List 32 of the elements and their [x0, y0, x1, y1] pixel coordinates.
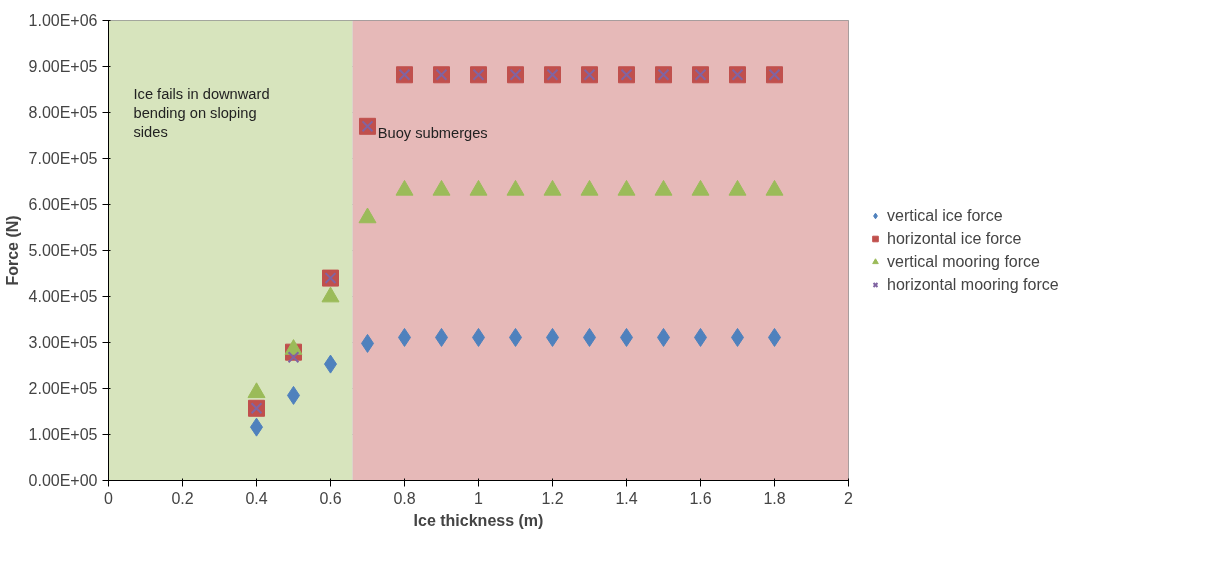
y-tick-label: 8.00E+05 [28, 104, 98, 121]
y-tick-label: 3.00E+05 [28, 334, 98, 351]
y-tick-label: 0.00E+00 [28, 472, 98, 489]
legend-label: vertical mooring force [887, 252, 1040, 271]
x-tick-label: 0.8 [393, 489, 416, 507]
x-tick-label: 0 [104, 489, 114, 507]
band-label: Ice fails in downward bending on sloping sides [133, 86, 270, 141]
point [247, 382, 266, 399]
y-tick-label: 9.00E+05 [28, 58, 98, 75]
x-tick-label: 0.6 [319, 489, 342, 507]
x-tick-label: 1.6 [689, 489, 712, 507]
x-tick-label: 1 [474, 489, 484, 507]
y-axis-title: Force (N) [3, 215, 21, 286]
y-tick-label: 2.00E+05 [28, 380, 98, 397]
y-tick-label: 5.00E+05 [28, 242, 98, 259]
x-tick-label: 1.2 [541, 489, 564, 507]
y-tick-label: 7.00E+05 [28, 150, 98, 167]
x-tick-label: 0.4 [245, 489, 268, 507]
y-tick-label: 1.00E+05 [28, 426, 98, 443]
x-tick-label: 1.4 [615, 489, 638, 507]
legend-label: horizontal ice force [887, 229, 1022, 248]
x-axis-title: Ice thickness (m) [413, 511, 544, 529]
x-tick-label: 0.2 [171, 489, 194, 507]
point [284, 339, 303, 355]
legend-label: vertical ice force [887, 206, 1003, 225]
y-tick-label: 1.00E+06 [28, 12, 98, 29]
band-label: Buoy submerges [377, 124, 488, 141]
legend-label: horizontal mooring force [887, 275, 1059, 294]
x-tick-label: 1.8 [763, 489, 786, 507]
x-tick-label: 2 [844, 489, 854, 507]
y-tick-label: 6.00E+05 [28, 196, 98, 213]
y-tick-label: 4.00E+05 [28, 288, 98, 305]
